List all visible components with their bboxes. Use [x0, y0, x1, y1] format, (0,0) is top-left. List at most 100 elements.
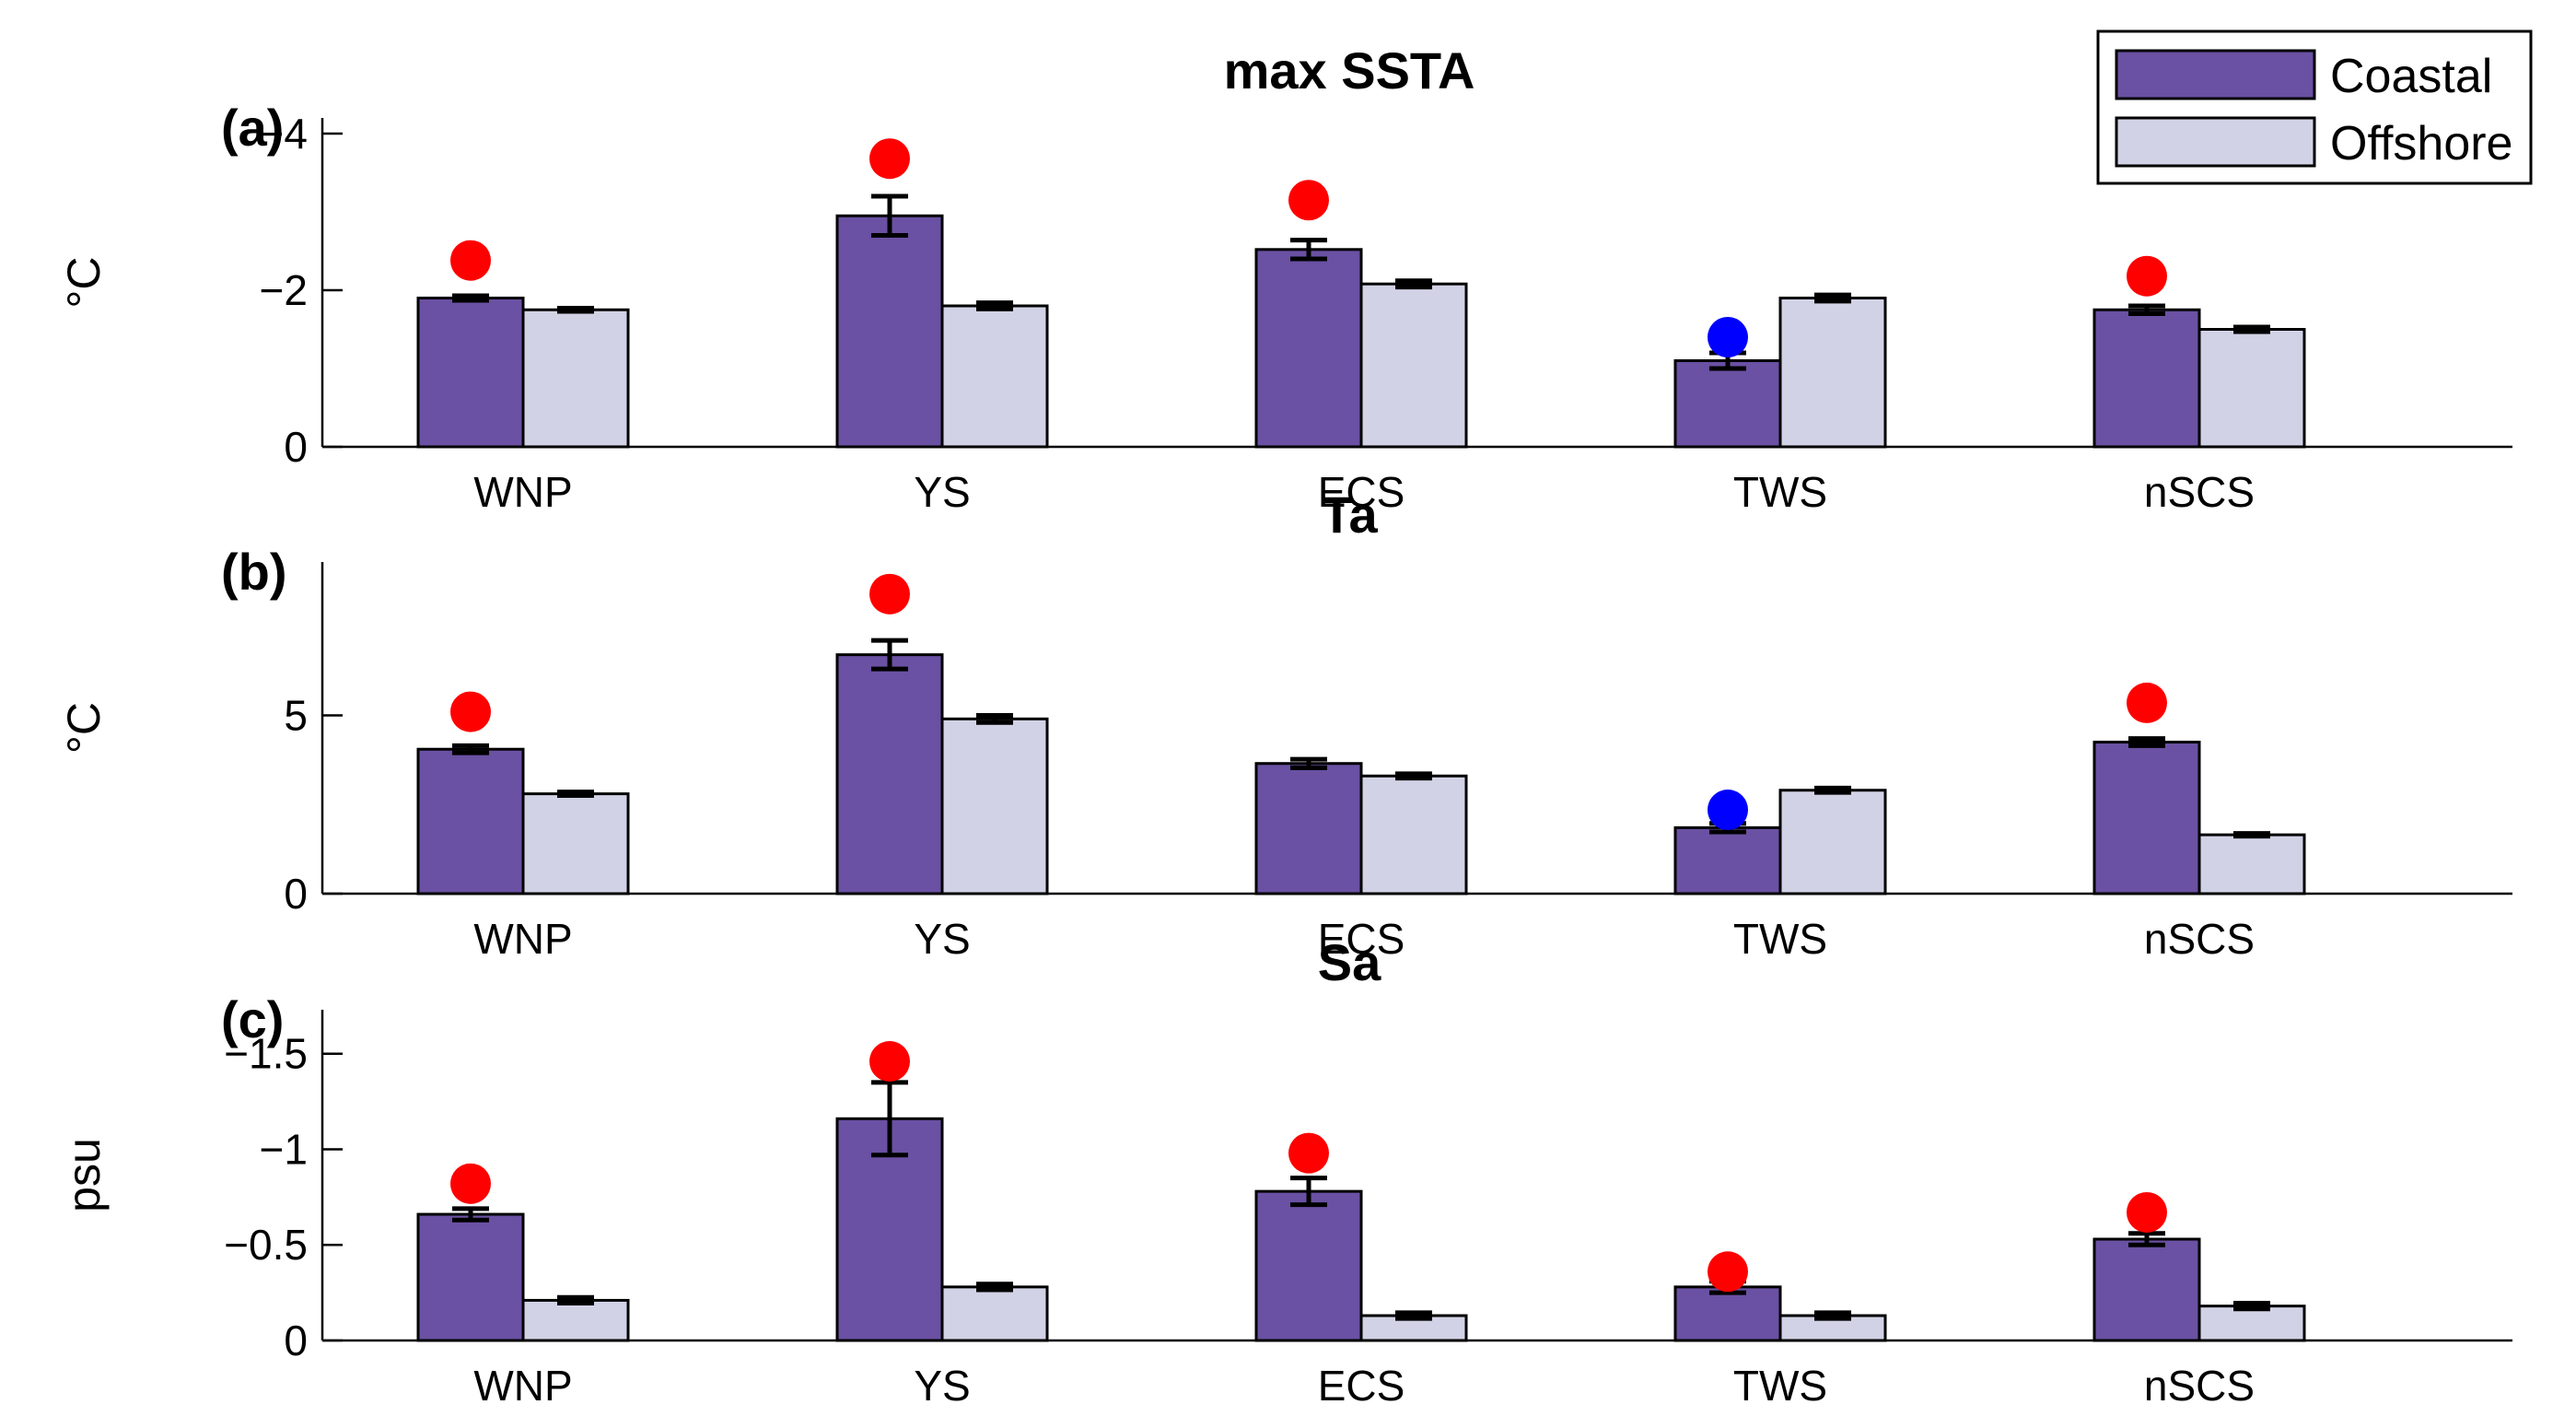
y-axis-label: °C	[58, 702, 110, 754]
y-tick-label: 0	[284, 870, 308, 918]
marker-dot	[869, 138, 910, 180]
bar-offshore	[521, 792, 630, 895]
bar-coastal	[1673, 359, 1782, 449]
y-axis-label: psu	[58, 1138, 110, 1212]
legend: Coastal Offshore	[2096, 29, 2533, 185]
marker-dot	[1708, 1251, 1748, 1293]
bar-offshore	[521, 1298, 630, 1342]
x-tick-label: TWS	[1733, 1362, 1827, 1410]
marker-dot	[2127, 682, 2167, 723]
error-bar	[452, 1206, 489, 1223]
y-tick-label: 0	[284, 423, 308, 471]
error-bar	[1395, 771, 1432, 781]
x-tick-label: YS	[914, 1362, 970, 1410]
panel-label: (a)	[221, 99, 284, 157]
marker-dot	[1708, 317, 1748, 357]
bar-coastal	[2092, 740, 2201, 895]
x-tick-label: ECS	[1318, 1362, 1405, 1410]
y-axis-label: °C	[58, 256, 110, 308]
panel-3: 0 −0.5 −1 −1.5 WNP YS ECS TWS nSCS Sa (c) psu	[58, 933, 2512, 1410]
error-bar	[2128, 303, 2165, 316]
error-bar	[871, 193, 908, 238]
error-bar	[1814, 1310, 1851, 1321]
legend-label-offshore: Offshore	[2330, 117, 2512, 170]
x-tick-label: WNP	[473, 468, 572, 516]
x-tick-label: ECS	[1318, 915, 1405, 963]
marker-dot	[2127, 1191, 2167, 1233]
bar-coastal	[416, 747, 525, 895]
error-bar	[1814, 292, 1851, 304]
bar-coastal	[1254, 248, 1363, 449]
panel-title: Ta	[1321, 486, 1378, 544]
error-bar	[976, 712, 1013, 725]
bar-coastal	[2092, 1237, 2201, 1342]
error-bar	[1395, 1310, 1432, 1321]
error-bar	[557, 306, 594, 314]
marker-dot	[2127, 255, 2167, 297]
bar-coastal	[2092, 308, 2201, 449]
bar-offshore	[1359, 282, 1468, 449]
x-tick-label: nSCS	[2144, 915, 2255, 963]
bar-offshore	[1778, 297, 1887, 449]
bar-coastal	[416, 1212, 525, 1342]
panel-1: 0 −2 −4 WNP YS ECS TWS nSCS max SSTA (a) °C	[58, 41, 2512, 516]
panel-title: Sa	[1318, 933, 1381, 991]
bar-coastal	[1254, 1189, 1363, 1342]
y-tick-label: 0	[284, 1317, 308, 1364]
error-bar	[452, 293, 489, 303]
legend-swatch-coastal	[2115, 49, 2316, 100]
panel-label: (b)	[221, 543, 287, 601]
bar-coastal	[416, 297, 525, 449]
error-bar	[557, 1294, 594, 1306]
marker-dot	[1708, 790, 1748, 831]
marker-dot	[1288, 180, 1329, 221]
x-tick-label: TWS	[1733, 915, 1827, 963]
bar-coastal	[1254, 762, 1363, 895]
marker-dot	[450, 691, 491, 732]
y-tick-label: 5	[284, 691, 308, 739]
x-tick-label: YS	[914, 468, 970, 516]
marker-dot	[450, 1163, 491, 1204]
bar-offshore	[1359, 774, 1468, 895]
y-tick-label: −1	[260, 1125, 308, 1173]
error-bar	[2233, 324, 2270, 334]
x-tick-label: ECS	[1318, 468, 1405, 516]
panel-label: (c)	[221, 990, 284, 1048]
y-tick-label: −0.5	[224, 1221, 308, 1269]
y-tick-label: −4	[260, 110, 308, 158]
x-tick-label: nSCS	[2144, 1362, 2255, 1410]
bar-offshore	[2197, 833, 2306, 895]
error-bar	[1290, 238, 1327, 262]
panel-2: 0 5 WNP YS ECS TWS nSCS Ta (b) °C	[58, 486, 2512, 963]
legend-label-coastal: Coastal	[2330, 50, 2492, 103]
x-tick-label: nSCS	[2144, 468, 2255, 516]
bar-coastal	[1673, 825, 1782, 895]
error-bar	[976, 300, 1013, 311]
x-tick-label: TWS	[1733, 468, 1827, 516]
x-tick-label: WNP	[473, 915, 572, 963]
marker-dot	[869, 573, 910, 615]
error-bar	[871, 638, 908, 672]
marker-dot	[869, 1041, 910, 1083]
error-bar	[871, 1080, 908, 1158]
bar-offshore	[940, 1285, 1049, 1342]
error-bar	[1395, 278, 1432, 290]
bar-offshore	[521, 308, 630, 449]
bar-offshore	[2197, 328, 2306, 449]
x-tick-label: WNP	[473, 1362, 572, 1410]
error-bar	[1290, 756, 1327, 770]
marker-dot	[1288, 1132, 1329, 1174]
bar-coastal	[835, 653, 944, 895]
error-bar	[557, 790, 594, 799]
error-bar	[2233, 1301, 2270, 1312]
error-bar	[976, 1282, 1013, 1293]
bar-offshore	[940, 717, 1049, 895]
panel-title: max SSTA	[1224, 41, 1475, 99]
marker-dot	[450, 240, 491, 281]
error-bar	[452, 743, 489, 755]
error-bar	[2233, 831, 2270, 839]
error-bar	[1290, 1176, 1327, 1208]
error-bar	[2128, 736, 2165, 748]
panels: 0 −2 −4 WNP YS ECS TWS nSCS max SSTA (a) °C 0 5 WNP YS…	[58, 41, 2512, 1410]
